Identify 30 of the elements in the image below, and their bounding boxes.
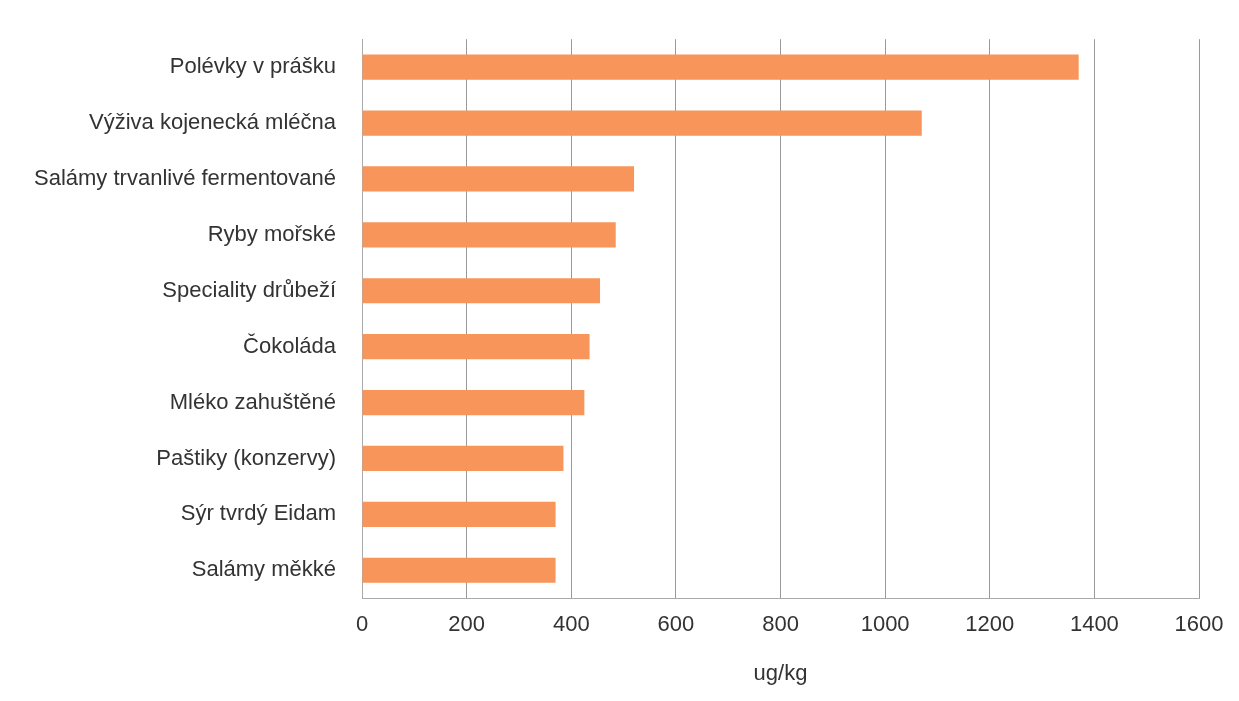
x-tick-label: 1200 (965, 611, 1015, 637)
x-tick-label: 800 (762, 611, 799, 637)
bar (362, 557, 556, 583)
bar (362, 501, 556, 527)
y-tick-label: Čokoláda (243, 332, 337, 358)
y-tick-label: Speciality drůbeží (162, 276, 337, 302)
y-tick-label: Ryby mořské (207, 220, 337, 246)
bar (362, 334, 590, 360)
x-tick-label: 0 (355, 611, 369, 637)
y-tick-label: Výživa kojenecká mléčna (89, 109, 337, 135)
bar (362, 54, 1079, 80)
y-tick-label: Polévky v prášku (169, 53, 337, 79)
y-tick-label: Mléko zahuštěné (169, 388, 337, 414)
x-tick-label: 1600 (1174, 611, 1224, 637)
y-tick-label: Salámy měkké (191, 556, 337, 582)
bar (362, 278, 601, 304)
bar (362, 166, 635, 192)
x-tick-label: 1400 (1069, 611, 1119, 637)
bar (362, 222, 616, 248)
bar (362, 445, 564, 472)
x-tick-label: 200 (448, 611, 486, 637)
x-axis-title: ug/kg (753, 659, 808, 685)
x-tick-label: 400 (552, 611, 590, 637)
bar (362, 389, 585, 416)
x-tick-label: 600 (657, 611, 695, 637)
y-tick-label: Sýr tvrdý Eidam (180, 500, 337, 526)
y-tick-label: Paštiky (konzervy) (156, 444, 337, 470)
y-tick-label: Salámy trvanlivé fermentované (34, 165, 337, 191)
bar (362, 110, 922, 136)
x-tick-label: 1000 (860, 611, 910, 637)
